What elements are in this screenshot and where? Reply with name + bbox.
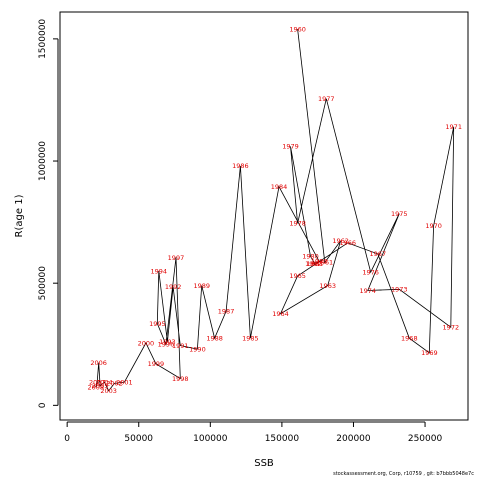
x-axis-title: SSB xyxy=(254,458,274,469)
axes: 0 50000 100000 150000 200000 250000 0 500000 100… xyxy=(38,19,443,444)
year-label-1975: 1975 xyxy=(391,210,408,218)
year-label-1979: 1979 xyxy=(282,143,299,151)
year-label-1965: 1965 xyxy=(289,272,306,280)
year-label-1984: 1984 xyxy=(271,183,288,191)
year-label-1998: 1998 xyxy=(172,375,189,383)
y-tick-label: 1000000 xyxy=(38,141,48,181)
year-label-1966: 1966 xyxy=(339,239,356,247)
year-label-1991: 1991 xyxy=(172,342,189,350)
year-label-1969: 1969 xyxy=(421,349,438,357)
year-label-2008: 2008 xyxy=(88,383,105,391)
year-label-1999: 1999 xyxy=(148,360,165,368)
year-label-1970: 1970 xyxy=(425,222,442,230)
year-label-1963: 1963 xyxy=(319,282,336,290)
year-label-1964: 1964 xyxy=(272,310,289,318)
year-label-2000: 2000 xyxy=(138,339,155,347)
year-label-2004: 2004 xyxy=(96,378,113,386)
year-label-1983: 1983 xyxy=(311,257,328,265)
footer-credit: stockassessment.org, Corp, r10759 , git:… xyxy=(333,471,474,477)
year-label-1972: 1972 xyxy=(443,323,460,331)
year-label-1992: 1992 xyxy=(165,283,182,291)
year-label-2002: 2002 xyxy=(106,380,123,388)
year-label-1994: 1994 xyxy=(151,267,168,275)
year-label-1990: 1990 xyxy=(189,345,206,353)
x-tick-label: 200000 xyxy=(336,434,371,444)
x-tick-label: 100000 xyxy=(193,434,228,444)
year-label-1993: 1993 xyxy=(159,338,176,346)
year-label-1996: 1996 xyxy=(158,341,175,349)
x-tick-label: 150000 xyxy=(265,434,300,444)
plot-frame xyxy=(59,11,469,421)
x-tick-label: 250000 xyxy=(408,434,443,444)
x-tick-label: 50000 xyxy=(124,434,153,444)
x-tick-label: 0 xyxy=(64,434,70,444)
year-label-1976: 1976 xyxy=(362,268,379,276)
year-label-1974: 1974 xyxy=(360,287,377,295)
year-label-1973: 1973 xyxy=(391,286,408,294)
year-label-2005: 2005 xyxy=(92,382,109,390)
year-label-1989: 1989 xyxy=(193,282,210,290)
y-tick-label: 1500000 xyxy=(38,19,48,59)
year-label-2007: 2007 xyxy=(89,378,106,386)
year-label-2001: 2001 xyxy=(116,378,133,386)
year-label-2003: 2003 xyxy=(100,387,117,395)
year-label-2006: 2006 xyxy=(90,359,107,367)
year-label-1960: 1960 xyxy=(289,25,306,33)
year-label-1977: 1977 xyxy=(318,95,335,103)
y-tick-label: 500000 xyxy=(38,266,48,301)
year-label-1978: 1978 xyxy=(289,220,306,228)
year-labels: 1960 1961 1962 1963 1964 1965 1966 1967 19681969… xyxy=(88,25,462,395)
year-label-1986: 1986 xyxy=(232,162,249,170)
year-label-1971: 1971 xyxy=(445,123,462,131)
year-label-1981: 1981 xyxy=(307,260,324,268)
year-label-1968: 1968 xyxy=(401,334,418,342)
year-label-1961: 1961 xyxy=(317,259,334,267)
y-axis-title: R(age 1) xyxy=(14,194,25,237)
year-label-1980: 1980 xyxy=(302,253,319,261)
year-label-1987: 1987 xyxy=(218,308,235,316)
year-label-1967: 1967 xyxy=(370,250,387,258)
year-label-1995: 1995 xyxy=(149,320,166,328)
year-label-1997: 1997 xyxy=(168,254,185,262)
year-label-1988: 1988 xyxy=(206,334,223,342)
y-tick-label: 0 xyxy=(38,402,48,408)
year-label-1985: 1985 xyxy=(242,334,259,342)
year-label-1962: 1962 xyxy=(332,237,349,245)
year-label-1982: 1982 xyxy=(305,260,322,268)
series-line xyxy=(95,29,455,392)
sr-trajectory-line xyxy=(95,29,455,392)
